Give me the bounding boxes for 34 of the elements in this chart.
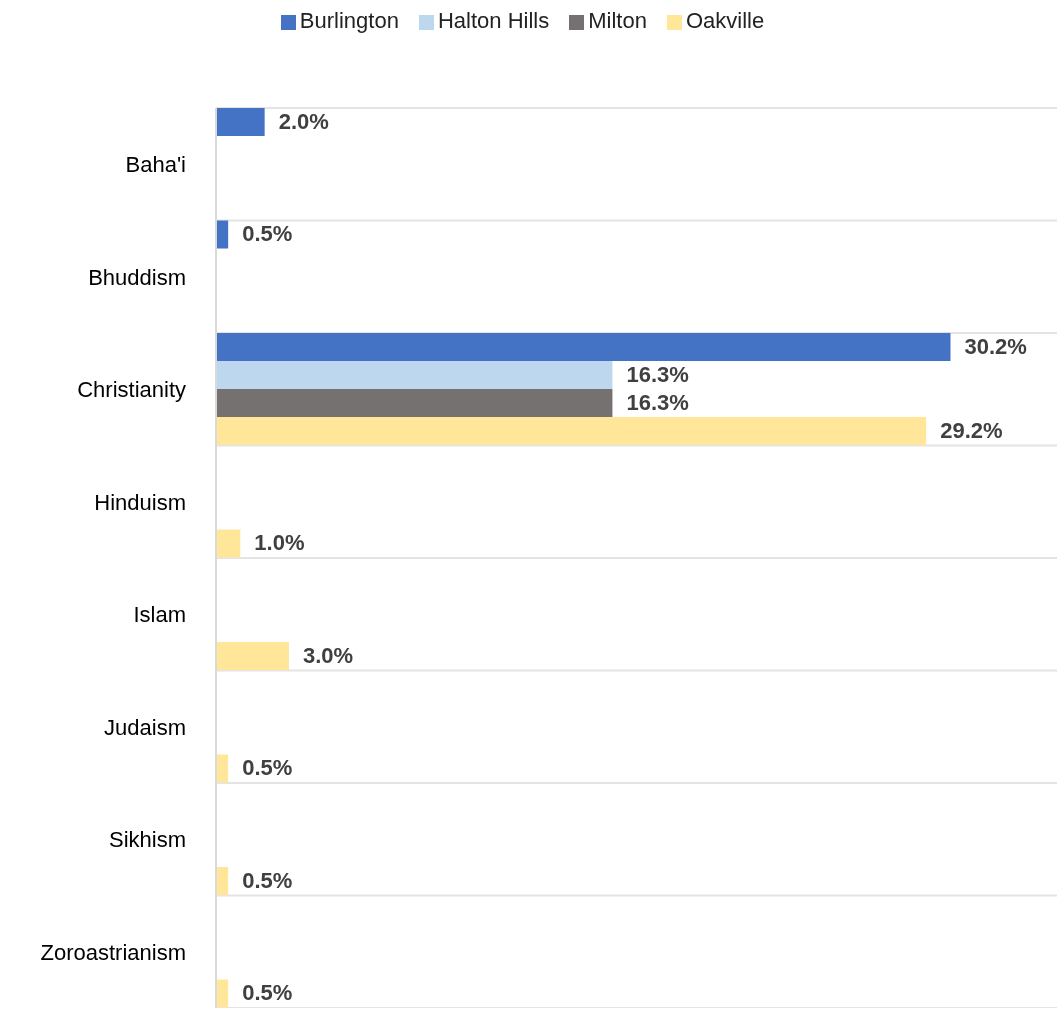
data-label: 3.0% — [302, 642, 354, 668]
data-label: 0.5% — [242, 221, 293, 247]
bar — [216, 754, 229, 783]
y-tick-label: Baha'i — [125, 152, 186, 178]
legend-label: Oakville — [685, 8, 765, 33]
bar — [216, 529, 241, 558]
legend-label: Halton Hills — [437, 8, 550, 33]
y-tick-label: Islam — [133, 602, 186, 628]
y-tick-label: Christianity — [77, 377, 186, 403]
y-tick-label: Bhuddism — [88, 264, 186, 290]
data-label: 1.0% — [254, 530, 305, 556]
bar — [216, 108, 265, 136]
data-label: 16.3% — [626, 361, 689, 387]
y-tick-label: Hinduism — [94, 489, 186, 515]
y-tick-label: Sikhism — [108, 827, 186, 853]
legend-label: Burlington — [299, 8, 399, 33]
y-tick-label: Judaism — [104, 714, 186, 740]
bar — [216, 361, 613, 389]
data-label: 0.5% — [242, 867, 293, 893]
bar — [216, 867, 229, 895]
data-label: 16.3% — [626, 389, 689, 415]
data-label: 30.2% — [964, 333, 1027, 359]
bar — [216, 389, 613, 417]
bar — [216, 979, 229, 1008]
bar — [216, 333, 951, 361]
bar — [216, 642, 289, 670]
bar — [216, 220, 229, 249]
bar — [216, 417, 927, 445]
y-tick-label: Zoroastrianism — [40, 939, 186, 965]
data-label: 0.5% — [242, 755, 293, 781]
data-label: 0.5% — [242, 980, 293, 1006]
legend-label: Milton — [588, 8, 647, 33]
data-label: 2.0% — [278, 108, 329, 134]
data-label: 29.2% — [940, 417, 1003, 443]
